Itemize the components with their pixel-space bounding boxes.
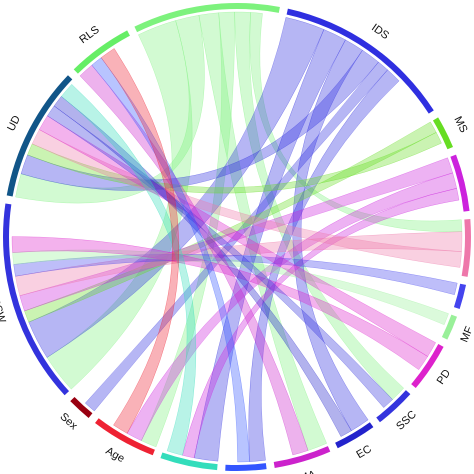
- segment-label: PSW: [0, 297, 8, 325]
- segment-arc: [441, 314, 458, 340]
- chord-ribbon: [11, 236, 429, 371]
- segment-label: EC: [354, 443, 373, 461]
- chord-ribbon: [234, 11, 405, 400]
- chord-ribbon: [182, 188, 460, 459]
- chord-ribbon: [24, 121, 437, 323]
- segment-arc: [70, 396, 93, 418]
- segment-label: MA: [298, 468, 318, 474]
- chord-ribbon: [28, 17, 325, 358]
- chord-ribbon: [13, 253, 458, 296]
- segment-arc: [453, 283, 467, 309]
- chord-ribbon: [53, 96, 352, 437]
- chord-ribbon: [15, 231, 463, 297]
- segment-label: IDS: [369, 22, 391, 42]
- segment-arc: [461, 219, 472, 277]
- chord-ribbon: [100, 48, 180, 434]
- segment-arc: [411, 344, 444, 389]
- segment-arc: [225, 463, 267, 472]
- segment-arc: [450, 154, 470, 212]
- chord-ribbon: [140, 11, 235, 448]
- chord-ribbon: [126, 172, 457, 441]
- segment-arc: [335, 422, 374, 449]
- segment-arc: [73, 30, 130, 74]
- segment-arc: [376, 390, 411, 423]
- chord-ribbon: [38, 115, 436, 357]
- segment-arc: [2, 203, 70, 396]
- chord-ribbon: [193, 29, 346, 462]
- chord-ribbon: [91, 57, 250, 463]
- segment-label: Age: [103, 445, 126, 465]
- segment-label: SSC: [394, 408, 419, 432]
- chord-ribbon: [292, 39, 369, 432]
- segment-label: PD: [435, 367, 454, 386]
- segment-label: MF: [458, 325, 474, 345]
- chord-ribbon: [20, 49, 379, 191]
- segment-arc: [134, 2, 280, 33]
- chord-ribbon: [15, 14, 205, 204]
- chord-ribbon: [19, 157, 453, 312]
- segment-arc: [160, 452, 218, 471]
- segment-arc: [432, 117, 453, 150]
- chord-ribbon: [12, 249, 449, 326]
- chord-ribbon: [47, 105, 393, 408]
- chord-ribbon: [84, 61, 388, 412]
- segment-arc: [273, 446, 331, 468]
- segment-label: MS: [451, 115, 469, 135]
- segment-label: Sex: [57, 411, 79, 433]
- segment-label: RLS: [77, 24, 101, 46]
- chord-ribbon: [60, 83, 197, 456]
- segment-arc: [95, 418, 155, 456]
- segment-label: UD: [5, 114, 23, 134]
- chord-ribbon: [79, 64, 309, 456]
- chord-ribbon: [31, 129, 462, 268]
- segment-arc: [6, 75, 73, 197]
- chord-ribbon: [249, 12, 463, 232]
- chord-ribbon: [27, 132, 442, 194]
